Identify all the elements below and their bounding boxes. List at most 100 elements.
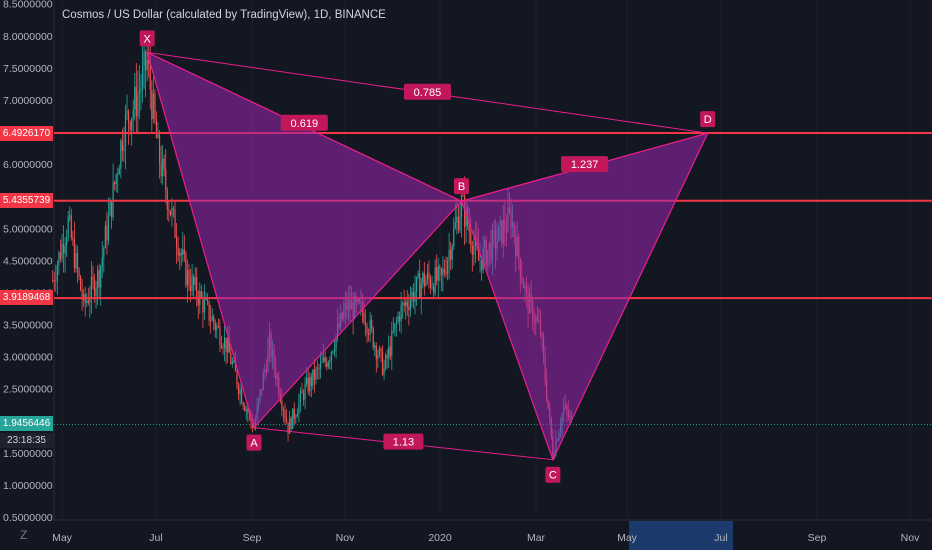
point-label-c: C [545, 466, 561, 483]
candle-body [230, 352, 232, 364]
candle-body [468, 225, 470, 232]
candle-body [247, 409, 249, 413]
candle-body [403, 302, 405, 306]
candle-body [228, 338, 230, 353]
candle-body [454, 222, 456, 228]
level-d-price-tag: 6.4926170 [0, 126, 53, 141]
candle-body [302, 392, 305, 400]
candle-body [162, 158, 164, 176]
candle-body [135, 86, 137, 117]
candle-body [97, 270, 99, 288]
candle-body [241, 389, 243, 404]
current-price-tag: 1.9456446 [0, 416, 53, 431]
candle-body [179, 252, 181, 257]
candle-body [313, 369, 315, 381]
candle-body [400, 304, 402, 322]
candle-body [197, 296, 199, 306]
candle-body [196, 277, 198, 297]
candle-body [208, 301, 210, 321]
candle-body [117, 174, 119, 176]
candle-body [324, 357, 326, 362]
candle-body [244, 406, 246, 411]
price-tick-label: 3.0000000 [3, 352, 53, 364]
candle-body [473, 245, 475, 255]
time-tick-label: Nov [901, 532, 920, 544]
candle-body [290, 417, 292, 429]
point-label-a: A [246, 434, 262, 451]
point-label-c-box [545, 466, 561, 483]
candle-body [411, 291, 413, 300]
candle-body [76, 252, 79, 270]
candle-body [316, 367, 319, 369]
candle-body [448, 250, 450, 261]
candle-body [185, 254, 187, 286]
candle-body [183, 249, 185, 255]
candle-body [326, 361, 328, 367]
candle-body [106, 226, 108, 241]
candle-body [312, 369, 314, 386]
candle-body [306, 377, 308, 385]
ratio-label: 0.619 [280, 114, 328, 131]
price-tick-label: 1.0000000 [3, 480, 53, 492]
time-tick-label: May [52, 532, 73, 544]
level-3-price-tag: 3.9189468 [0, 290, 53, 305]
candle-body [127, 110, 130, 123]
scale-toggle[interactable]: Z [20, 528, 28, 542]
candle-body [369, 320, 371, 335]
point-label-b: B [453, 178, 469, 195]
ratio-label-box [561, 156, 609, 173]
candle-body [429, 278, 432, 288]
candle-body [69, 215, 71, 217]
candle-body [431, 286, 433, 288]
candle-body [79, 276, 82, 291]
candle-body [304, 384, 306, 400]
candle-body [137, 95, 139, 117]
candle-body [414, 291, 416, 302]
pattern-triangle-bcd [460, 132, 709, 462]
candle-body [189, 285, 192, 292]
point-label-b-text: B [458, 181, 465, 193]
candle-body [394, 323, 396, 332]
candle-body [216, 326, 218, 330]
candle-body [459, 217, 461, 231]
harmonic-pattern[interactable]: X A B C D 0.619 0.785 1.237 1.13 [139, 30, 716, 483]
candle-body [364, 322, 367, 326]
candle-body [442, 269, 444, 276]
candle-body [203, 299, 206, 313]
candle-body [66, 237, 68, 246]
candle-body [64, 245, 66, 254]
ratio-label-box [280, 114, 328, 131]
ratio-label-text: 0.619 [291, 118, 319, 130]
candle-body [151, 90, 153, 120]
candle-body [391, 331, 393, 356]
point-label-d-box [700, 111, 716, 128]
candle-body [310, 376, 312, 386]
point-label-x-text: X [143, 33, 151, 45]
candle-body [409, 299, 411, 310]
candle-body [87, 300, 89, 304]
candle-body [182, 249, 184, 255]
candle-body [329, 360, 331, 363]
candle-body [460, 195, 463, 218]
candle-body [239, 389, 241, 395]
candle-body [100, 266, 102, 288]
candle-body [73, 239, 75, 269]
time-axis[interactable]: May Jul Sep Nov 2020 Mar May Jul Sep Nov [52, 519, 932, 550]
candle-body [177, 246, 179, 257]
candle-body [109, 200, 111, 216]
candle-body [450, 250, 452, 260]
candle-body [367, 333, 370, 335]
candle-body [436, 267, 438, 281]
time-tick-label: Nov [336, 532, 355, 544]
candle-body [374, 345, 376, 348]
candle-body [377, 355, 379, 359]
candle-body [138, 91, 141, 96]
candle-body [428, 272, 430, 279]
candle-body [457, 216, 459, 231]
candle-body [408, 306, 410, 310]
candle-body [188, 270, 190, 286]
candle-body [415, 276, 418, 292]
candle-body [78, 269, 80, 277]
candle-body [234, 360, 237, 372]
